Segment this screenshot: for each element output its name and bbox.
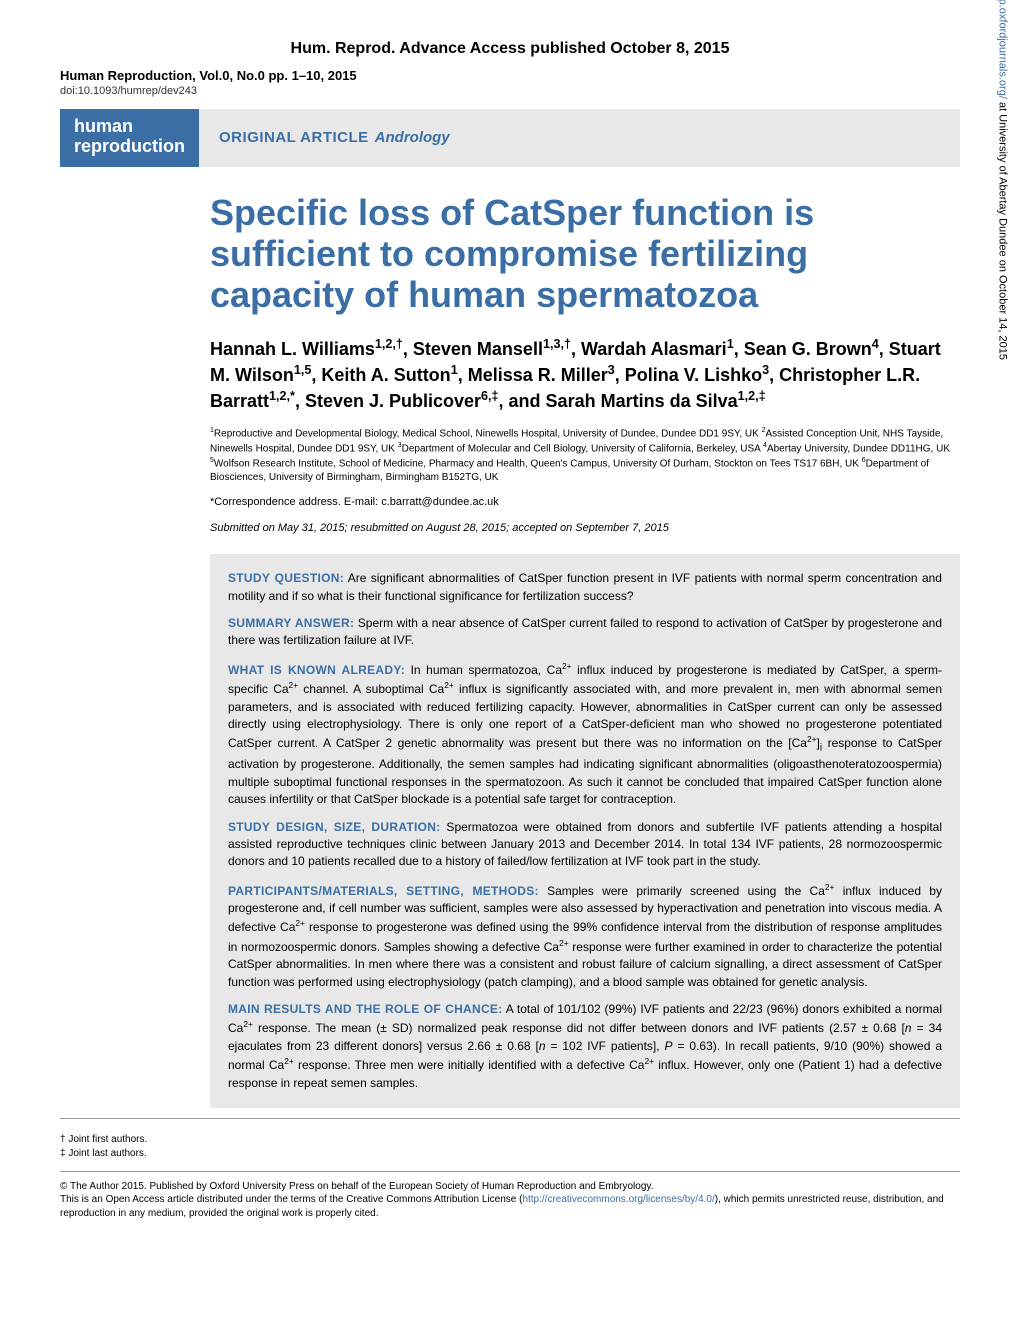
logo-line1: human bbox=[74, 117, 185, 137]
journal-citation: Human Reproduction, Vol.0, No.0 pp. 1–10… bbox=[60, 68, 960, 83]
article-title: Specific loss of CatSper function is suf… bbox=[210, 192, 960, 316]
abstract-section-label: SUMMARY ANSWER: bbox=[228, 616, 354, 630]
logo-article-bar: human reproduction ORIGINAL ARTICLE Andr… bbox=[60, 109, 960, 167]
article-section: Andrology bbox=[375, 129, 450, 146]
doi: doi:10.1093/humrep/dev243 bbox=[60, 85, 960, 97]
license-block: © The Author 2015. Published by Oxford U… bbox=[60, 1180, 960, 1221]
affiliations: 1Reproductive and Developmental Biology,… bbox=[210, 426, 960, 484]
download-attribution: Downloaded from http://humrep.oxfordjour… bbox=[996, 0, 1008, 360]
article-type-bar: ORIGINAL ARTICLE Andrology bbox=[199, 109, 960, 167]
journal-logo: human reproduction bbox=[60, 109, 199, 167]
authors-list: Hannah L. Williams1,2,†, Steven Mansell1… bbox=[210, 336, 960, 415]
license-text-1: This is an Open Access article distribut… bbox=[60, 1194, 522, 1205]
submission-dates: Submitted on May 31, 2015; resubmitted o… bbox=[210, 522, 960, 534]
author-footnotes: † Joint first authors. ‡ Joint last auth… bbox=[60, 1133, 960, 1161]
divider bbox=[60, 1118, 960, 1119]
abstract-section-label: MAIN RESULTS AND THE ROLE OF CHANCE: bbox=[228, 1002, 503, 1016]
abstract-box: STUDY QUESTION: Are significant abnormal… bbox=[210, 554, 960, 1108]
side-text-2: at University of Abertay Dundee on Octob… bbox=[996, 99, 1008, 360]
correspondence: *Correspondence address. E-mail: c.barra… bbox=[210, 496, 960, 508]
abstract-section-label: WHAT IS KNOWN ALREADY: bbox=[228, 663, 405, 677]
license-link[interactable]: http://creativecommons.org/licenses/by/4… bbox=[522, 1194, 714, 1205]
license-text: This is an Open Access article distribut… bbox=[60, 1193, 960, 1220]
joint-first-footnote: † Joint first authors. bbox=[60, 1133, 960, 1147]
journal-url-link[interactable]: http://humrep.oxfordjournals.org/ bbox=[996, 0, 1008, 99]
abstract-section-label: PARTICIPANTS/MATERIALS, SETTING, METHODS… bbox=[228, 884, 539, 898]
abstract-section-text: In human spermatozoa, Ca2+ influx induce… bbox=[228, 663, 942, 806]
divider bbox=[60, 1171, 960, 1172]
logo-line2: reproduction bbox=[74, 137, 185, 157]
abstract-section-label: STUDY DESIGN, SIZE, DURATION: bbox=[228, 820, 441, 834]
advance-access-header: Hum. Reprod. Advance Access published Oc… bbox=[60, 40, 960, 58]
abstract-section-label: STUDY QUESTION: bbox=[228, 571, 344, 585]
joint-last-footnote: ‡ Joint last authors. bbox=[60, 1147, 960, 1161]
copyright-line: © The Author 2015. Published by Oxford U… bbox=[60, 1180, 960, 1194]
article-type-label: ORIGINAL ARTICLE bbox=[219, 129, 369, 146]
abstract-section-text: Samples were primarily screened using th… bbox=[228, 884, 942, 989]
